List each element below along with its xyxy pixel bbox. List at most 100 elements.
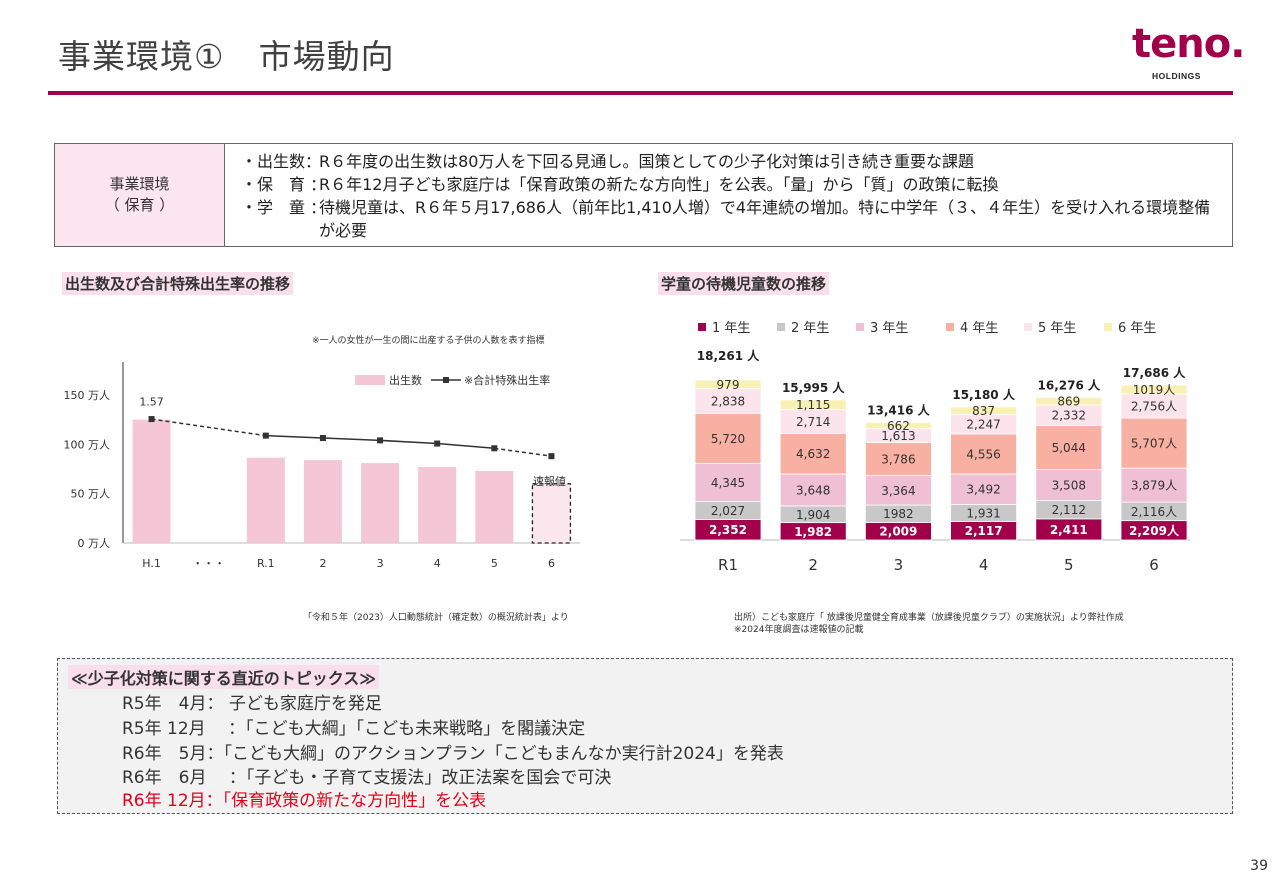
fertility-rate-point bbox=[548, 453, 555, 460]
segment-label: 3,786 bbox=[881, 452, 915, 466]
preliminary-label: 速報値 bbox=[533, 475, 566, 488]
segment-label: 4,345 bbox=[711, 476, 745, 490]
segment-label: 3,364 bbox=[881, 484, 915, 498]
waiting-children-source: 出所）こども家庭庁「 放課後児童健全育成事業（放課後児童クラブ）の実施状況」より… bbox=[734, 613, 1124, 623]
stacked-segment bbox=[1120, 467, 1188, 503]
bar-births bbox=[132, 419, 171, 543]
segment-label: 4,632 bbox=[796, 447, 830, 461]
bar-births bbox=[418, 467, 457, 543]
fertility-rate-segment bbox=[265, 434, 323, 439]
segment-label: 1,931 bbox=[966, 506, 1000, 520]
stacked-segment bbox=[1035, 396, 1103, 406]
bar-births bbox=[475, 470, 514, 543]
environment-text: R６年度の出生数は80万人を下回る見通し。国策としての少子化対策は引き続き重要な… bbox=[319, 152, 974, 171]
legend-rate-marker bbox=[443, 377, 449, 383]
topics-box: ≪少子化対策に関する直近のトピックス≫ R5年 4月： 子ども家庭庁を発足 R5… bbox=[57, 658, 1233, 814]
total-label: 17,686 人 bbox=[1123, 365, 1186, 380]
total-label: 15,180 人 bbox=[952, 387, 1015, 402]
total-label: 13,416 人 bbox=[867, 402, 930, 417]
stacked-segment bbox=[864, 441, 932, 476]
stacked-segment bbox=[694, 463, 762, 503]
fertility-rate-segment bbox=[322, 437, 381, 442]
segment-label: 3,508 bbox=[1052, 479, 1086, 493]
topic-item: R6年 6月 ：「子ども・子育て支援法」改正法案を国会で可決 bbox=[122, 768, 612, 788]
stacked-segment bbox=[950, 433, 1018, 475]
legend-label: 6 年生 bbox=[1118, 321, 1156, 336]
total-label: 15,995 人 bbox=[782, 380, 845, 395]
births-source-note: 「令和５年（2023）人口動態統計（確定数）の概況統計表」より bbox=[303, 613, 569, 623]
topic-item: R6年 5月：「こども大綱」のアクションプラン「こどもまんなか実行計2024」を… bbox=[122, 744, 784, 764]
y-tick-label: 0 万人 bbox=[78, 537, 111, 550]
segment-label: 2,116人 bbox=[1131, 505, 1177, 519]
segment-label: 5,707人 bbox=[1131, 437, 1177, 451]
legend-label: 2 年生 bbox=[791, 321, 829, 336]
environment-label: 事業環境 （ 保育 ） bbox=[55, 144, 225, 246]
waiting-children-section-title: 学童の待機児童数の推移 bbox=[658, 272, 830, 295]
segment-label: 1,982 bbox=[794, 525, 832, 539]
legend-births-swatch bbox=[355, 375, 385, 385]
total-label: 18,261 人 bbox=[697, 348, 760, 363]
x-tick-label: 2 bbox=[808, 556, 818, 574]
x-tick-label: 6 bbox=[1149, 556, 1159, 574]
segment-label: 2,009 bbox=[879, 525, 917, 539]
page-title: 事業環境① 市場動向 bbox=[58, 37, 395, 76]
bar-births bbox=[361, 463, 400, 543]
segment-label: 5,720 bbox=[711, 432, 745, 446]
legend-swatch bbox=[946, 323, 954, 331]
company-logo: teno. HOLDINGS bbox=[1132, 21, 1245, 84]
stacked-segment bbox=[779, 473, 847, 507]
fertility-rate-point bbox=[434, 440, 441, 447]
environment-line-childcare: ・保 育 ： R６年12月子ども家庭庁は「保育政策の新たな方向性」を公表。「量」… bbox=[241, 173, 1224, 196]
x-tick-label: 4 bbox=[434, 557, 441, 570]
environment-line-births: ・出生数： R６年度の出生数は80万人を下回る見通し。国策としての少子化対策は引… bbox=[241, 150, 1224, 173]
stacked-segment bbox=[1035, 425, 1103, 471]
legend-swatch bbox=[698, 323, 706, 331]
segment-label: 1019人 bbox=[1133, 383, 1176, 397]
y-tick-label: 100 万人 bbox=[64, 438, 111, 451]
stacked-segment bbox=[950, 473, 1018, 505]
bar-births bbox=[246, 457, 285, 543]
environment-text: R６年12月子ども家庭庁は「保育政策の新たな方向性」を公表。「量」から「質」の政… bbox=[319, 175, 999, 194]
fertility-rate-segment bbox=[437, 442, 495, 450]
topics-title: ≪少子化対策に関する直近のトピックス≫ bbox=[68, 665, 380, 689]
segment-label: 2,027 bbox=[711, 504, 745, 518]
segment-label: 2,332 bbox=[1052, 409, 1086, 423]
environment-key: ・出生数： bbox=[241, 152, 322, 171]
topic-item: R5年 4月： 子ども家庭庁を発足 bbox=[122, 694, 382, 714]
environment-line-afterschool: ・学 童 ： 待機児童は、R６年５月17,686人（前年比1,410人増）で4年… bbox=[241, 196, 1224, 242]
fertility-rate-point bbox=[491, 445, 498, 452]
stacked-segment bbox=[1035, 469, 1103, 501]
topic-item: R5年 12月 ：「こども大綱」「こども未来戦略」を閣議決定 bbox=[122, 719, 586, 739]
y-tick-label: 150 万人 bbox=[64, 389, 111, 402]
environment-key: ・保 育 ： bbox=[241, 175, 327, 194]
title-divider bbox=[48, 91, 1233, 95]
x-tick-label: 5 bbox=[1064, 556, 1074, 574]
fertility-rate-segment bbox=[494, 447, 552, 457]
x-tick-label: 5 bbox=[491, 557, 498, 570]
environment-label-line2: （ 保育 ） bbox=[104, 196, 175, 214]
y-tick-label: 50 万人 bbox=[71, 488, 111, 501]
segment-label: 3,492 bbox=[966, 483, 1000, 497]
stacked-segment bbox=[694, 413, 762, 464]
logo-mark: teno. bbox=[1132, 21, 1245, 67]
stacked-segment bbox=[864, 422, 932, 429]
x-tick-label: R.1 bbox=[257, 557, 275, 570]
segment-label: 1982 bbox=[883, 507, 914, 521]
legend-swatch bbox=[777, 323, 785, 331]
page-number: 39 bbox=[1250, 858, 1268, 874]
segment-label: 2,756人 bbox=[1131, 400, 1177, 414]
x-tick-label: 3 bbox=[377, 557, 384, 570]
stacked-segment bbox=[1120, 393, 1188, 419]
fertility-rate-note: ※一人の女性が一生の間に出産する子供の人数を表す指標 bbox=[312, 336, 545, 346]
business-environment-box: 事業環境 （ 保育 ） ・出生数： R６年度の出生数は80万人を下回る見通し。国… bbox=[54, 143, 1233, 247]
segment-label: 2,352 bbox=[709, 523, 747, 537]
segment-label: 4,556 bbox=[966, 447, 1000, 461]
x-tick-label: ・・・ bbox=[192, 557, 225, 570]
fertility-rate-point bbox=[262, 432, 269, 439]
fertility-rate-segment bbox=[380, 439, 438, 445]
segment-label: 869 bbox=[1057, 395, 1080, 409]
environment-body: ・出生数： R６年度の出生数は80万人を下回る見通し。国策としての少子化対策は引… bbox=[225, 144, 1232, 246]
segment-label: 2,209人 bbox=[1129, 523, 1180, 538]
segment-label: 2,117 bbox=[965, 524, 1003, 538]
stacked-segment bbox=[1120, 417, 1188, 469]
